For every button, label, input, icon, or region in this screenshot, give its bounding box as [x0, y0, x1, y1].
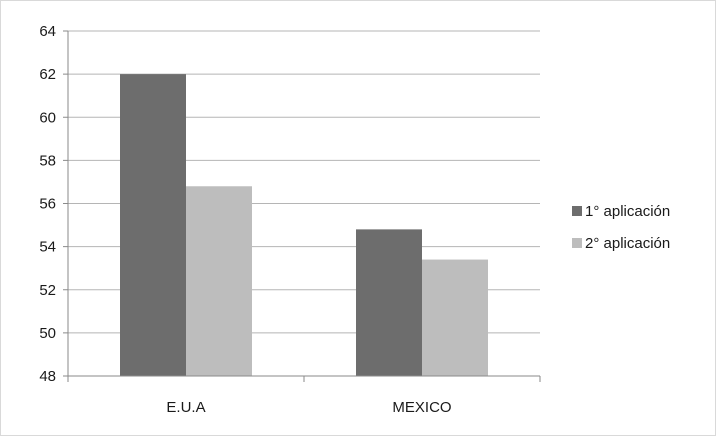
axes — [67, 31, 541, 382]
x-category-label: E.U.A — [166, 399, 205, 416]
bar-2-mexico — [422, 259, 488, 376]
y-tick-label: 62 — [39, 66, 56, 83]
y-tick-label: 60 — [39, 109, 56, 126]
bar-1-mexico — [356, 229, 422, 376]
y-tick-label: 50 — [39, 325, 56, 342]
y-tick-label: 64 — [39, 23, 56, 40]
x-category-label: MEXICO — [392, 399, 451, 416]
y-tick-label: 52 — [39, 282, 56, 299]
legend-swatch — [572, 206, 582, 216]
y-tick-label: 48 — [39, 368, 56, 385]
legend-label: 1° aplicación — [585, 203, 670, 220]
legend: 1° aplicación 2° aplicación — [572, 203, 670, 252]
bars — [120, 74, 488, 376]
legend-label: 2° aplicación — [585, 235, 670, 252]
legend-swatch — [572, 238, 582, 248]
bar-1-e-u-a — [120, 74, 186, 376]
y-tick-label: 56 — [39, 196, 56, 213]
y-axis-ticks: 48 50 52 54 56 58 60 62 64 — [39, 23, 68, 385]
y-tick-label: 58 — [39, 152, 56, 169]
y-tick-label: 54 — [39, 239, 56, 256]
x-axis-labels: E.U.A MEXICO — [166, 399, 451, 416]
bar-2-e-u-a — [186, 186, 252, 376]
